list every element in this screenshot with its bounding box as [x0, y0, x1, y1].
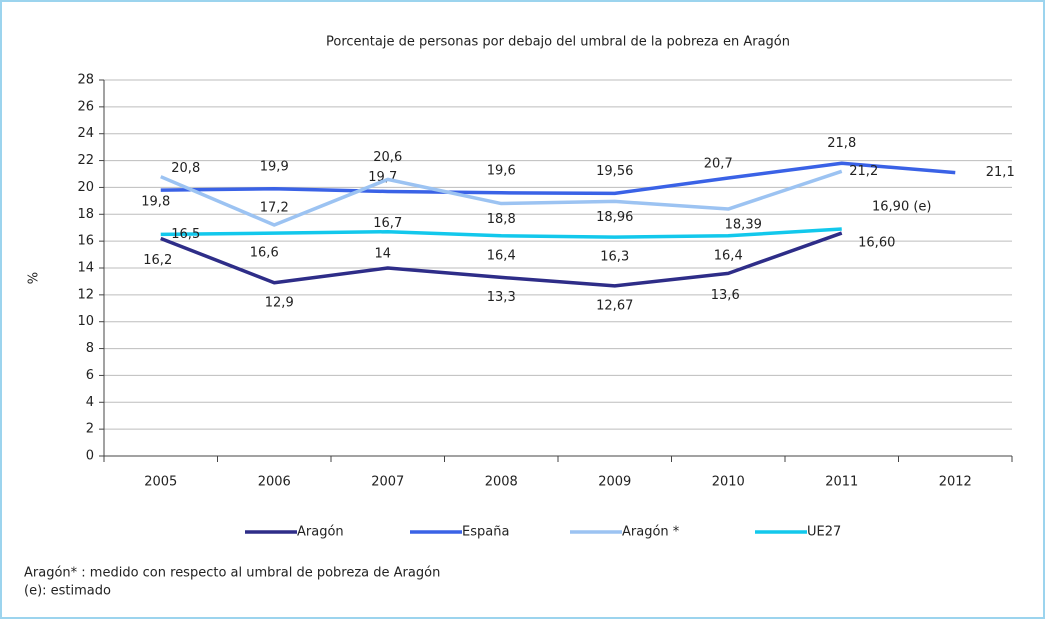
data-label: 18,96 [596, 210, 633, 225]
data-label: 16,6 [250, 246, 279, 261]
data-label: 14 [374, 247, 391, 262]
data-label: 19,8 [141, 195, 170, 210]
y-tick-label: 26 [77, 99, 94, 114]
data-label: 16,90 (e) [872, 200, 932, 215]
x-tick-label: 2011 [825, 475, 858, 490]
chart-title: Porcentaje de personas por debajo del um… [326, 35, 790, 50]
note: Aragón* : medido con respecto al umbral … [24, 566, 440, 581]
data-label: 12,67 [596, 298, 633, 313]
y-tick-label: 8 [86, 341, 94, 356]
y-tick-label: 0 [86, 449, 94, 464]
y-tick-label: 10 [77, 314, 94, 329]
data-label: 21,1 [986, 165, 1015, 180]
y-tick-label: 24 [77, 126, 94, 141]
data-label: 16,4 [714, 248, 743, 263]
data-label: 13,3 [487, 290, 516, 305]
y-tick-label: 28 [77, 73, 94, 88]
data-label: 21,2 [849, 164, 878, 179]
legend-label: UE27 [807, 525, 841, 540]
data-label: 16,4 [487, 248, 516, 263]
y-tick-label: 20 [77, 180, 94, 195]
y-tick-label: 4 [86, 395, 94, 410]
data-label: 16,60 [858, 236, 895, 251]
note: (e): estimado [24, 584, 111, 599]
data-label: 19,56 [596, 164, 633, 179]
y-tick-label: 2 [86, 422, 94, 437]
y-tick-label: 18 [77, 207, 94, 222]
data-label: 18,39 [725, 218, 762, 233]
y-tick-label: 6 [86, 368, 94, 383]
data-label: 20,8 [171, 161, 200, 176]
y-axis-label: % [27, 272, 42, 284]
series-line [160, 169, 843, 227]
x-tick-label: 2010 [712, 475, 745, 490]
data-label: 20,6 [373, 150, 402, 165]
x-tick-label: 2012 [939, 475, 972, 490]
data-label: 12,9 [265, 295, 294, 310]
data-label: 18,8 [487, 212, 516, 227]
x-tick-label: 2005 [144, 475, 177, 490]
x-tick-label: 2006 [258, 475, 291, 490]
data-label: 20,7 [704, 157, 733, 172]
x-tick-label: 2008 [485, 475, 518, 490]
legend-label: Aragón [297, 525, 344, 540]
data-label: 16,7 [373, 216, 402, 231]
data-label: 13,6 [711, 288, 740, 303]
y-tick-label: 14 [77, 261, 94, 276]
data-label: 16,3 [600, 250, 629, 265]
series-line [160, 161, 956, 196]
data-label: 19,9 [260, 159, 289, 174]
y-tick-label: 22 [77, 153, 94, 168]
x-tick-label: 2007 [371, 475, 404, 490]
series-line [160, 231, 843, 288]
x-tick-label: 2009 [598, 475, 631, 490]
legend-label: Aragón * [622, 525, 680, 540]
data-label: 21,8 [827, 136, 856, 151]
y-tick-label: 16 [77, 234, 94, 249]
legend-label: España [462, 525, 509, 540]
series-line [160, 227, 842, 239]
y-tick-label: 12 [77, 287, 94, 302]
data-label: 16,5 [171, 227, 200, 242]
data-label: 19,6 [487, 163, 516, 178]
data-label: 16,2 [143, 253, 172, 268]
data-label: 17,2 [260, 201, 289, 216]
